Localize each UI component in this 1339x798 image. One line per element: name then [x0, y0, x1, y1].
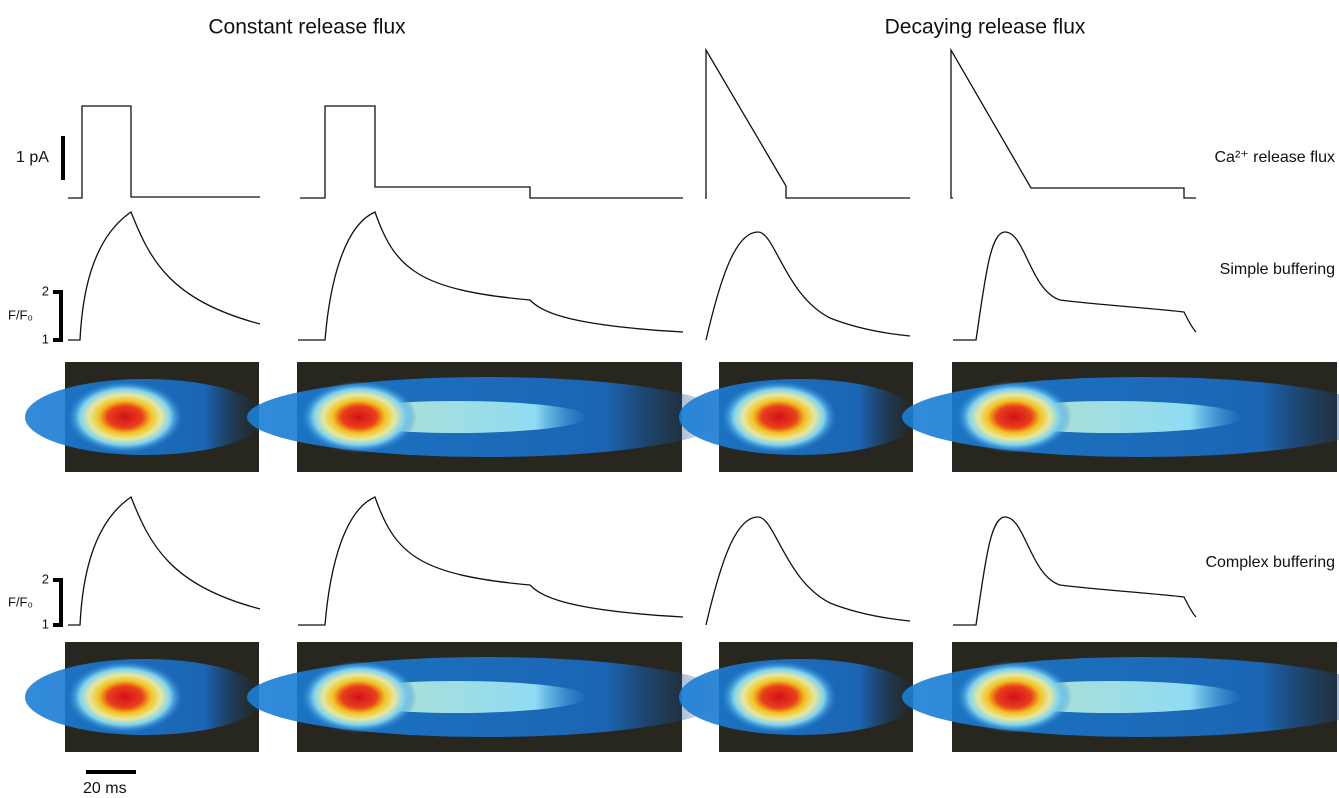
flux-trace — [705, 50, 910, 198]
scale-bottom: 1 — [42, 331, 49, 346]
fluorescence-trace — [953, 232, 1196, 340]
scale-bottom: 1 — [42, 616, 49, 631]
fluorescence-trace — [953, 517, 1196, 625]
fluorescence-trace — [706, 517, 910, 625]
fluorescence-trace — [298, 212, 683, 340]
scale-label: F/F₀ — [8, 594, 33, 609]
spark-image — [25, 642, 265, 752]
scale-top: 2 — [42, 283, 49, 298]
spark-image — [679, 642, 919, 752]
spark-image — [902, 362, 1339, 472]
flux-trace — [951, 50, 1196, 198]
row-label: Simple buffering — [1220, 261, 1335, 278]
figure: Constant release flux Decaying release f… — [0, 0, 1339, 798]
flux-trace — [300, 106, 683, 198]
current-scale-label: 1 pA — [16, 149, 49, 166]
column-title: Constant release flux — [208, 16, 406, 39]
spark-image — [679, 362, 919, 472]
flux-trace — [68, 106, 260, 198]
row-label: Complex buffering — [1205, 554, 1335, 571]
fluorescence-trace — [68, 212, 260, 340]
time-scale-label: 20 ms — [83, 780, 127, 797]
row-label: Ca²⁺ release flux — [1215, 149, 1336, 166]
fluorescence-scale-bar — [53, 292, 61, 340]
fluorescence-scale-bar — [53, 580, 61, 625]
fluorescence-trace — [706, 232, 910, 340]
fluorescence-trace — [298, 497, 683, 625]
spark-image — [247, 642, 727, 752]
spark-image — [25, 362, 265, 472]
page: {"columns": {"constant": "Constant relea… — [0, 0, 1339, 798]
scale-label: F/F₀ — [8, 307, 33, 322]
spark-image — [902, 642, 1339, 752]
fluorescence-trace — [68, 497, 260, 625]
column-title: Decaying release flux — [885, 16, 1086, 39]
spark-image — [247, 362, 727, 472]
scale-top: 2 — [42, 571, 49, 586]
complex-traces — [68, 497, 1196, 625]
